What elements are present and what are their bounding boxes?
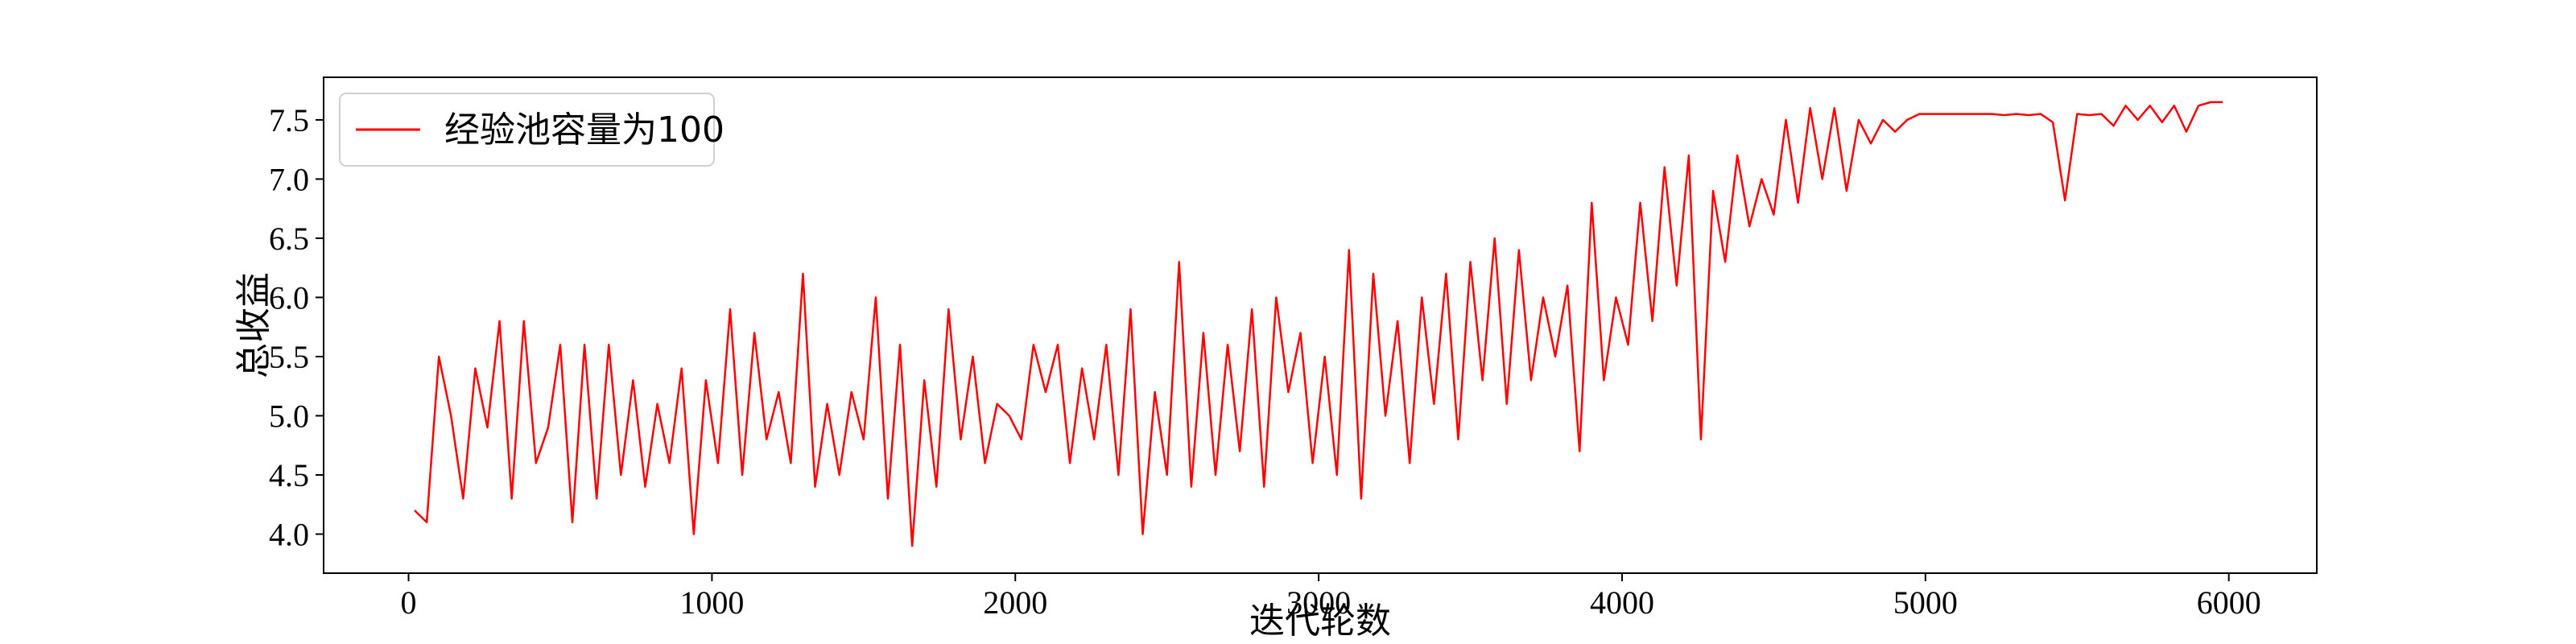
- data-line: [414, 101, 2223, 547]
- y-tick-label: 4.0: [269, 516, 309, 552]
- y-tick-label: 6.5: [269, 221, 309, 257]
- y-tick-label: 6.0: [269, 279, 309, 316]
- legend: 经验池容量为100: [339, 93, 724, 167]
- y-tick-label: 4.5: [269, 457, 309, 493]
- x-tick-label: 2000: [983, 584, 1047, 621]
- x-tick-label: 6000: [2197, 584, 2261, 621]
- y-tick-label: 5.5: [269, 339, 309, 375]
- legend-label: 经验池容量为100: [444, 109, 724, 151]
- y-tick-label: 7.5: [269, 102, 309, 138]
- x-tick-label: 3000: [1286, 584, 1351, 621]
- x-tick-label: 1000: [679, 584, 744, 621]
- plot-frame: [323, 76, 2318, 574]
- y-axis-label: 总收益: [233, 272, 275, 378]
- x-tick-label: 0: [401, 584, 417, 621]
- legend-box: [339, 93, 715, 167]
- x-axis-label: 迭代轮数: [1249, 601, 1391, 642]
- x-tick-label: 5000: [1893, 584, 1958, 621]
- y-tick-label: 7.0: [269, 161, 309, 197]
- y-tick-label: 5.0: [269, 398, 309, 434]
- x-tick-label: 4000: [1590, 584, 1654, 621]
